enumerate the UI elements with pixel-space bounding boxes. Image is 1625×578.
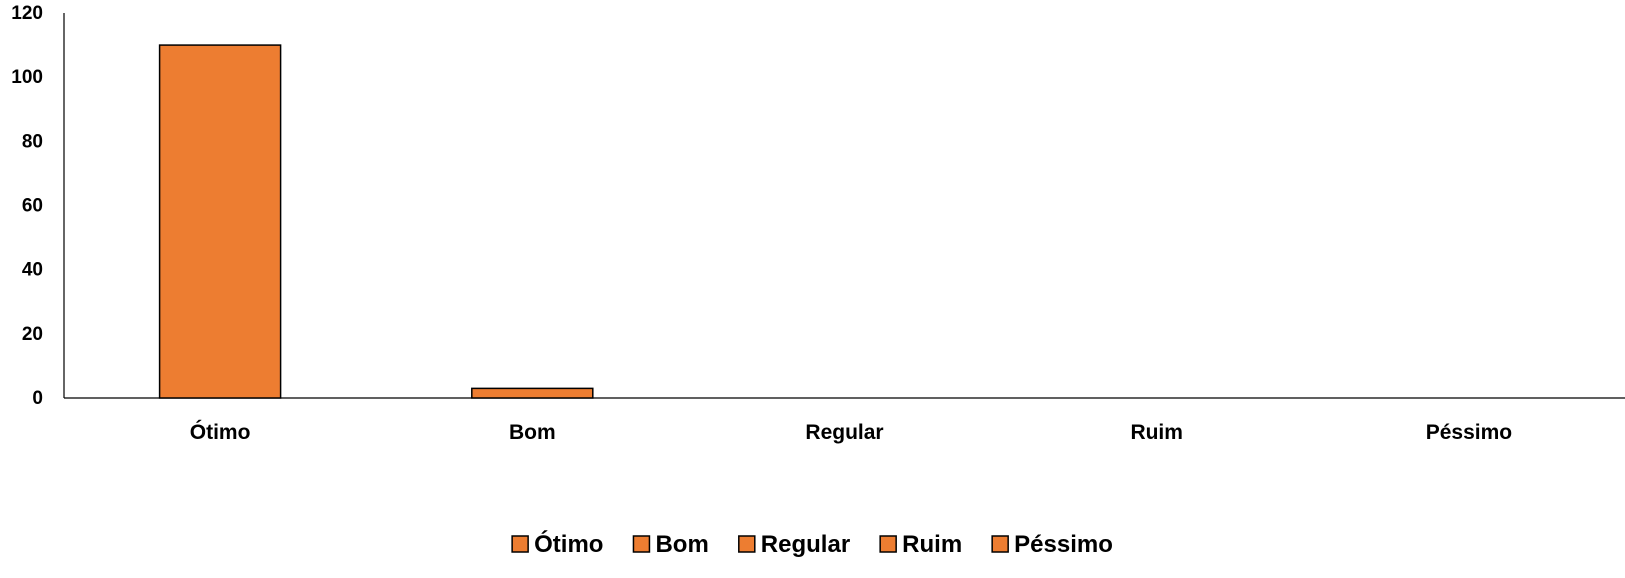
x-category-label-2: Bom (509, 421, 556, 444)
x-category-label-1: Ótimo (190, 420, 251, 444)
y-tick-label-0: 0 (32, 388, 43, 409)
legend: Ótimo Bom Regular Ruim Péssimo (511, 530, 1113, 558)
y-tick-label-80: 80 (22, 131, 43, 152)
bar-2 (471, 387, 594, 399)
y-tick-label-120: 120 (11, 3, 43, 24)
legend-label-4: Ruim (902, 531, 962, 558)
x-category-label-5: Péssimo (1426, 421, 1512, 444)
y-tick-label-100: 100 (11, 67, 43, 88)
y-tick-label-40: 40 (22, 260, 43, 281)
legend-swatch-5 (991, 535, 1009, 553)
legend-label-1: Ótimo (534, 530, 603, 558)
y-tick-label-60: 60 (22, 196, 43, 217)
legend-label-2: Bom (655, 531, 708, 558)
legend-swatch-4 (879, 535, 897, 553)
bars (158, 44, 594, 399)
legend-swatch-1 (511, 535, 529, 553)
x-axis-category-labels: Ótimo Bom Regular Ruim Péssimo (190, 420, 1512, 444)
legend-label-5: Péssimo (1014, 531, 1113, 558)
bar-1 (158, 44, 282, 399)
x-category-label-3: Regular (805, 421, 883, 444)
y-tick-label-20: 20 (22, 324, 43, 345)
x-category-label-4: Ruim (1130, 421, 1183, 444)
legend-swatch-3 (738, 535, 756, 553)
legend-swatch-2 (632, 535, 651, 553)
y-axis-ticks: 0 20 40 60 80 100 120 (11, 3, 43, 409)
legend-label-3: Regular (761, 531, 850, 558)
